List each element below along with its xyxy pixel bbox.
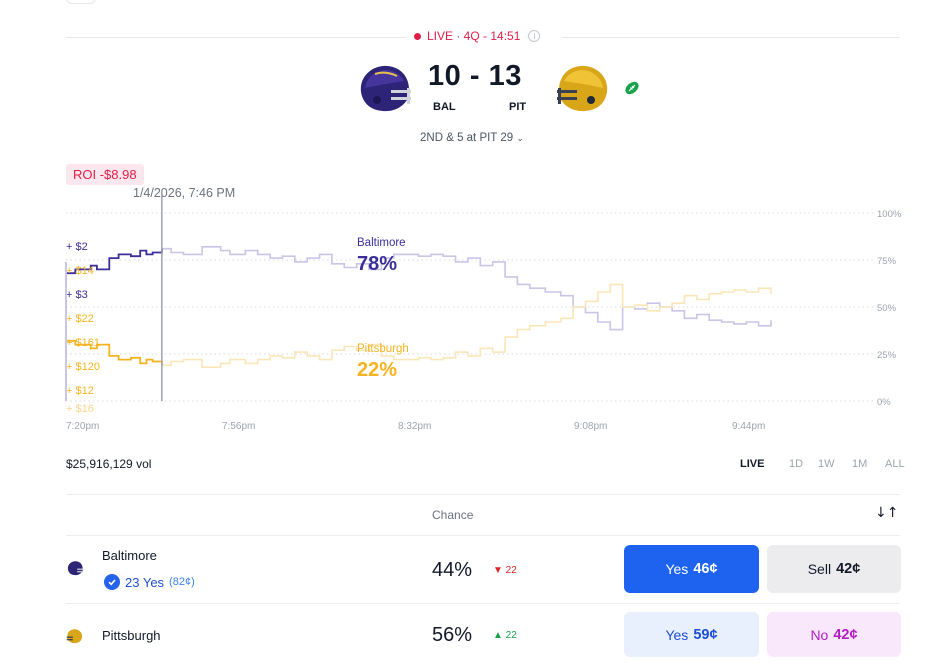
button-price: 42¢: [836, 561, 861, 577]
series-name-label: Baltimore: [357, 237, 406, 249]
y-tick-label: 100%: [877, 209, 902, 220]
baltimore-series-line: [66, 248, 163, 275]
holding-shares: 23 Yes: [125, 574, 165, 590]
away-score: 13: [488, 60, 522, 92]
trade-marker-label: + $3: [66, 289, 88, 301]
baltimore-helmet-icon: [360, 65, 411, 112]
range-1w[interactable]: 1W: [818, 458, 835, 470]
game-situation-text: 2ND & 5 at PIT 29: [420, 132, 514, 144]
chart-hover-date: 1/4/2026, 7:46 PM: [133, 186, 236, 200]
button-label: Yes: [665, 626, 689, 643]
delta-pittsburgh: ▲ 22: [493, 630, 517, 641]
button-label: No: [810, 626, 829, 643]
y-tick-label: 25%: [877, 350, 897, 361]
baltimore-helmet-icon: [67, 561, 84, 576]
x-tick-label: 7:20pm: [66, 421, 99, 432]
series-value-label: 78%: [357, 253, 397, 275]
x-tick-label: 8:32pm: [398, 421, 431, 432]
trade-marker-label: + $22: [66, 313, 94, 325]
range-1d[interactable]: 1D: [789, 458, 804, 470]
button-price: 59¢: [693, 626, 718, 643]
button-price: 46¢: [693, 561, 718, 577]
position-holding: 23 Yes (82¢): [104, 574, 195, 590]
series-value-label: 22%: [357, 359, 397, 381]
team-name-pittsburgh: Pittsburgh: [102, 628, 161, 643]
trade-marker-label: + $120: [66, 361, 100, 373]
chance-pittsburgh: 56%: [432, 624, 473, 646]
possession-football-icon: [625, 81, 639, 95]
scoreboard-score: 10 - 13: [428, 60, 522, 93]
button-price: 42¢: [833, 626, 858, 643]
score-dash: -: [469, 60, 480, 92]
pittsburgh-series-line-faded: [161, 283, 772, 368]
chevron-down-icon: ⌄: [516, 133, 524, 143]
roi-badge: ROI -$8.98: [66, 164, 144, 185]
info-icon[interactable]: i: [528, 30, 541, 42]
live-status-bar: LIVE · 4Q - 14:51 i: [66, 26, 900, 48]
trade-marker-label: + $2: [66, 241, 88, 253]
series-name-label: Pittsburgh: [357, 343, 409, 355]
table-divider: [66, 535, 900, 536]
y-tick-label: 0%: [877, 397, 891, 408]
trade-marker-label: + $161: [66, 337, 100, 349]
buy-no-pittsburgh-button[interactable]: No 42¢: [767, 612, 901, 657]
range-live[interactable]: LIVE: [740, 458, 765, 470]
range-all[interactable]: ALL: [885, 458, 905, 470]
x-tick-label: 9:08pm: [574, 421, 607, 432]
game-situation[interactable]: 2ND & 5 at PIT 29 ⌄: [420, 132, 524, 144]
trade-marker-label: + $16: [66, 403, 94, 415]
pittsburgh-helmet-icon: [557, 65, 608, 112]
sell-baltimore-button[interactable]: Sell 42¢: [767, 545, 901, 593]
y-tick-label: 50%: [877, 303, 897, 314]
trade-marker-label: + $14: [66, 265, 94, 277]
delta-baltimore: ▼ 22: [493, 565, 517, 576]
volume-text: $25,916,129 vol: [66, 457, 152, 471]
button-label: Yes: [665, 561, 689, 577]
buy-yes-pittsburgh-button[interactable]: Yes 59¢: [624, 612, 759, 657]
pittsburgh-helmet-icon: [66, 629, 83, 644]
buy-yes-baltimore-button[interactable]: Yes 46¢: [624, 545, 759, 593]
holding-avg-price: (82¢): [169, 576, 195, 588]
home-team-abbr: BAL: [433, 101, 456, 113]
x-tick-label: 7:56pm: [222, 421, 255, 432]
home-score: 10: [428, 60, 462, 92]
divider-right: [562, 37, 900, 38]
chance-baltimore: 44%: [432, 559, 473, 581]
live-status: LIVE · 4Q - 14:51 i: [414, 29, 541, 43]
table-divider: [66, 494, 900, 495]
sort-icon[interactable]: ↓↑: [875, 505, 899, 521]
check-icon: [104, 574, 120, 590]
probability-chart[interactable]: 100% 75% 50% 25% 0% 7:20pm 7:56pm 8:32pm 9:08pm 9…: [0, 0, 946, 440]
divider-left: [66, 37, 406, 38]
away-team-abbr: PIT: [509, 101, 527, 113]
range-1m[interactable]: 1M: [852, 458, 868, 470]
button-label: Sell: [807, 561, 832, 577]
trade-marker-label: + $12: [66, 385, 94, 397]
baltimore-series-line-faded: [161, 246, 772, 331]
live-dot-icon: [414, 32, 421, 40]
chance-header: Chance: [432, 508, 474, 522]
x-tick-label: 9:44pm: [732, 421, 765, 432]
live-status-text: LIVE · 4Q - 14:51: [427, 29, 521, 43]
table-divider: [66, 603, 900, 604]
y-tick-label: 75%: [877, 256, 897, 267]
pittsburgh-series-line: [66, 339, 163, 366]
team-name-baltimore: Baltimore: [102, 548, 157, 563]
